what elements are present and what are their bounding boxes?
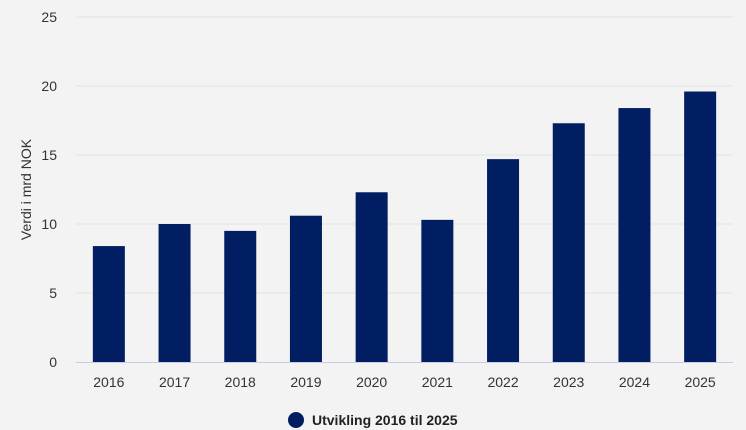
bar-2016[interactable] xyxy=(92,246,125,362)
bar-2021[interactable] xyxy=(421,219,454,362)
y-tick-label: 0 xyxy=(49,354,57,370)
legend[interactable]: Utvikling 2016 til 2025 xyxy=(288,410,458,430)
legend-marker xyxy=(288,412,304,428)
x-tick-label: 2017 xyxy=(159,374,190,390)
x-tick-label: 2024 xyxy=(619,374,650,390)
y-tick-label: 5 xyxy=(49,285,57,301)
bar-2024[interactable] xyxy=(618,108,651,362)
bar-2022[interactable] xyxy=(487,159,520,362)
bar-2018[interactable] xyxy=(224,230,257,362)
bar-2023[interactable] xyxy=(552,123,585,362)
x-tick-label: 2018 xyxy=(225,374,256,390)
y-tick-label: 25 xyxy=(41,9,57,25)
y-axis-ticks: 0 5 10 15 20 25 xyxy=(41,9,57,370)
bar-2025[interactable] xyxy=(684,91,717,363)
x-tick-label: 2023 xyxy=(553,374,584,390)
x-tick-label: 2022 xyxy=(487,374,518,390)
x-axis-ticks: 2016 2017 2018 2019 2020 2021 2022 2023 2024 2025 xyxy=(93,374,716,390)
x-tick-label: 2025 xyxy=(685,374,716,390)
x-tick-label: 2020 xyxy=(356,374,387,390)
x-tick-label: 2019 xyxy=(290,374,321,390)
x-tick-label: 2016 xyxy=(93,374,124,390)
bar-2020[interactable] xyxy=(355,192,388,362)
bar-2017[interactable] xyxy=(158,224,191,362)
y-tick-label: 15 xyxy=(41,147,57,163)
chart-container: 0 5 10 15 20 25 2016 2017 2018 2019 2020 2021 2022 2… xyxy=(18,9,733,428)
y-tick-label: 10 xyxy=(41,216,57,232)
legend-label: Utvikling 2016 til 2025 xyxy=(312,412,458,428)
bar-2019[interactable] xyxy=(289,215,322,362)
y-tick-label: 20 xyxy=(41,78,57,94)
y-axis-title: Verdi i mrd NOK xyxy=(18,138,34,240)
bars xyxy=(92,91,717,363)
x-tick-label: 2021 xyxy=(422,374,453,390)
